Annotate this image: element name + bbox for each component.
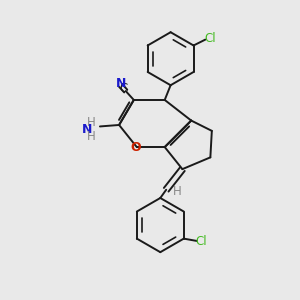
Text: H: H [87,130,95,143]
Text: H: H [173,185,182,198]
Text: H: H [87,116,95,129]
Text: N: N [82,123,92,136]
Text: O: O [130,141,141,154]
Text: Cl: Cl [196,235,207,248]
Text: C: C [119,82,128,95]
Text: N: N [116,76,126,89]
Text: Cl: Cl [204,32,216,45]
